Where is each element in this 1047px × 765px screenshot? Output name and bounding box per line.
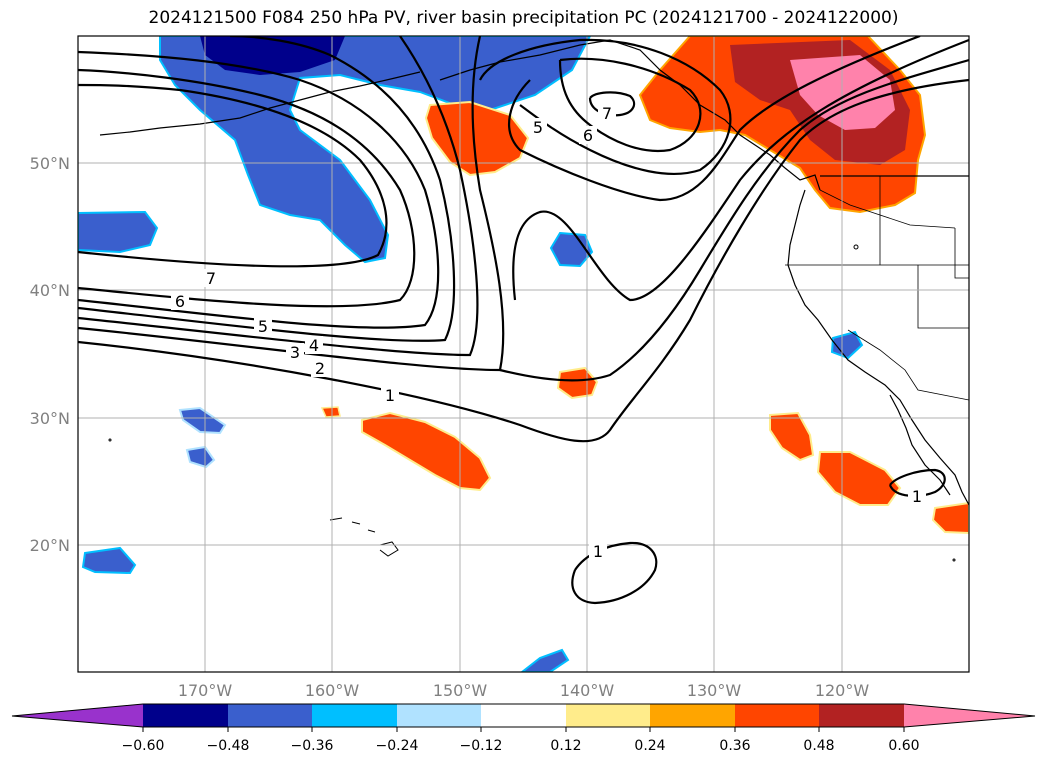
orange-patch-hawaii-band bbox=[361, 411, 492, 492]
blue-patch-mid bbox=[549, 231, 594, 268]
colorbar-tick-9: 0.48 bbox=[803, 738, 834, 754]
contour-label-6-north: 6 bbox=[583, 126, 593, 145]
contour-label-6: 6 bbox=[175, 292, 185, 311]
contour-label-7: 7 bbox=[206, 269, 216, 288]
state-borders bbox=[785, 176, 969, 401]
blue-patch-west bbox=[78, 210, 159, 254]
colorbar-tick-1: −0.60 bbox=[122, 738, 165, 754]
positive-pc-patches bbox=[320, 36, 969, 535]
colorbar-tick-labels: −0.60 −0.48 −0.36 −0.24 −0.12 0.12 0.24 … bbox=[122, 738, 920, 754]
colorbar-bin-1 bbox=[143, 704, 228, 727]
graticule bbox=[78, 36, 969, 672]
pv-contour-3-main bbox=[512, 38, 969, 302]
contour-labels: 7 6 5 4 3 2 1 5 6 7 1 1 bbox=[171, 104, 926, 561]
colorbar-extend-left bbox=[12, 704, 143, 727]
lat-label-20n: 20°N bbox=[30, 536, 70, 555]
colorbar: −0.60 −0.48 −0.36 −0.24 −0.12 0.12 0.24 … bbox=[11, 703, 1036, 754]
contour-label-2: 2 bbox=[315, 359, 325, 378]
blue-patch-california bbox=[830, 330, 864, 360]
colorbar-tick-3: −0.36 bbox=[291, 738, 334, 754]
lon-label-160w: 160°W bbox=[305, 681, 360, 700]
pv-contour-4-main bbox=[508, 36, 921, 202]
baja-coast bbox=[889, 394, 951, 496]
colorbar-tick-4: −0.24 bbox=[376, 738, 419, 754]
colorbar-tick-marks bbox=[142, 727, 905, 732]
blue-patch-south bbox=[520, 648, 570, 672]
pv-contour-2-main bbox=[499, 58, 969, 382]
map-title: 2024121500 F084 250 hPa PV, river basin … bbox=[148, 8, 899, 28]
colorbar-tick-10: 0.60 bbox=[888, 738, 919, 754]
contour-label-5-north: 5 bbox=[533, 118, 543, 137]
map-frame bbox=[77, 35, 970, 673]
lat-label-50n: 50°N bbox=[30, 154, 70, 173]
coastlines bbox=[99, 39, 969, 506]
pv-contour-1-main bbox=[78, 78, 969, 443]
orange-patch-tiny bbox=[320, 406, 341, 418]
latitude-labels: 50°N 40°N 30°N 20°N bbox=[30, 154, 70, 555]
colorbar-bin-7 bbox=[650, 704, 735, 727]
colorbar-bin-3 bbox=[312, 704, 397, 727]
blue-patch-sw2 bbox=[185, 445, 216, 469]
orange-patch-east1 bbox=[769, 411, 815, 462]
orange-patch-north bbox=[424, 100, 530, 177]
blue-patch-sw3 bbox=[81, 546, 137, 575]
lon-label-130w: 130°W bbox=[687, 681, 742, 700]
islands bbox=[108, 244, 956, 562]
pv-contour-6-west bbox=[78, 68, 416, 308]
contour-label-3: 3 bbox=[290, 343, 300, 362]
lat-label-30n: 30°N bbox=[30, 409, 70, 428]
contour-label-4: 4 bbox=[309, 336, 319, 355]
blue-patch-sw1 bbox=[178, 406, 227, 435]
colorbar-bin-5 bbox=[481, 704, 566, 727]
pv-contour-2-west bbox=[78, 36, 505, 372]
lon-label-170w: 170°W bbox=[178, 681, 233, 700]
contour-label-7-north: 7 bbox=[602, 104, 612, 123]
contour-label-1-south: 1 bbox=[593, 542, 603, 561]
colorbar-bin-6 bbox=[566, 704, 650, 727]
colorbar-tick-6: 0.12 bbox=[550, 738, 581, 754]
negative-pc-patches bbox=[78, 36, 864, 672]
longitude-labels: 170°W 160°W 150°W 140°W 130°W 120°W bbox=[178, 681, 870, 700]
pv-contour-3-west bbox=[78, 36, 479, 357]
colorbar-bin-4 bbox=[397, 704, 481, 727]
contour-label-1-east: 1 bbox=[912, 487, 922, 506]
orange-patch-east2 bbox=[816, 451, 902, 506]
lon-label-150w: 150°W bbox=[433, 681, 488, 700]
aleutian-chain bbox=[99, 71, 421, 136]
colorbar-bin-9 bbox=[819, 704, 904, 727]
lon-label-140w: 140°W bbox=[560, 681, 615, 700]
contour-label-5: 5 bbox=[258, 317, 268, 336]
contour-label-1: 1 bbox=[385, 386, 395, 405]
alaska-coast bbox=[439, 39, 821, 191]
colorbar-tick-8: 0.36 bbox=[719, 738, 750, 754]
lat-label-40n: 40°N bbox=[30, 281, 70, 300]
hawaii-islands bbox=[329, 517, 399, 557]
colorbar-tick-2: −0.48 bbox=[207, 738, 250, 754]
colorbar-tick-5: −0.12 bbox=[460, 738, 503, 754]
pv-contour-5-main bbox=[479, 38, 732, 176]
colorbar-extend-right bbox=[904, 704, 1035, 727]
orange-patch-east3 bbox=[931, 501, 969, 535]
lon-label-120w: 120°W bbox=[815, 681, 870, 700]
pv-contour-7-west bbox=[78, 83, 388, 268]
pv-contour-5-west bbox=[78, 50, 440, 329]
pv-contour-4-west bbox=[78, 36, 456, 342]
colorbar-bin-8 bbox=[735, 704, 819, 727]
colorbar-tick-7: 0.24 bbox=[634, 738, 665, 754]
us-west-coast bbox=[787, 189, 969, 506]
pv-contour-6-main bbox=[558, 57, 702, 153]
colorbar-bin-2 bbox=[228, 704, 312, 727]
